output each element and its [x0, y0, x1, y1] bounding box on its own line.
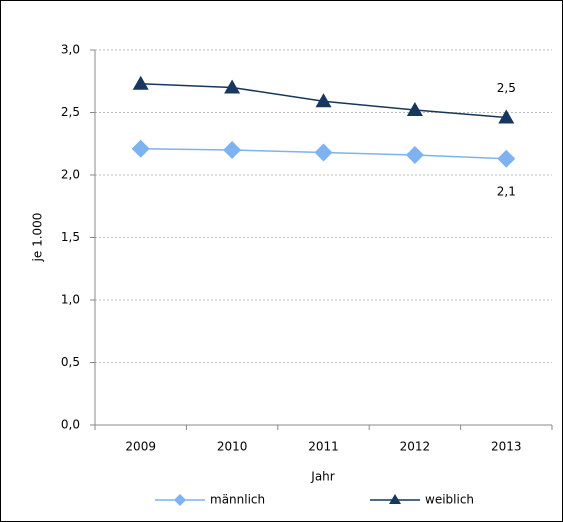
- x-tick-label: 2011: [308, 440, 339, 454]
- data-label: 2,5: [497, 81, 516, 95]
- y-tick-label: 0,0: [61, 418, 80, 432]
- x-tick-label: 2012: [400, 440, 431, 454]
- marker: [131, 139, 150, 158]
- marker: [405, 146, 424, 164]
- legend-label: männlich: [210, 493, 265, 507]
- marker: [223, 141, 242, 159]
- y-tick-label: 1,0: [61, 293, 80, 307]
- x-axis-title: Jahr: [310, 470, 334, 484]
- y-tick-label: 2,5: [61, 105, 80, 119]
- x-tick-label: 2013: [491, 440, 522, 454]
- y-tick-label: 0,5: [61, 355, 80, 369]
- marker: [315, 93, 332, 108]
- marker: [497, 149, 516, 168]
- y-tick-label: 2,0: [61, 168, 80, 182]
- y-axis-title: je 1.000: [31, 213, 45, 263]
- data-label: 2,1: [497, 184, 516, 198]
- y-tick-label: 1,5: [61, 230, 80, 244]
- marker: [406, 102, 423, 116]
- legend-marker: [389, 494, 401, 504]
- legend-marker: [174, 494, 186, 506]
- marker: [498, 109, 515, 124]
- legend-label: weiblich: [425, 493, 474, 507]
- marker: [314, 143, 333, 162]
- x-tick-label: 2009: [125, 440, 156, 454]
- y-tick-label: 3,0: [61, 43, 80, 57]
- marker: [224, 79, 241, 94]
- x-tick-label: 2010: [217, 440, 248, 454]
- marker: [132, 75, 149, 90]
